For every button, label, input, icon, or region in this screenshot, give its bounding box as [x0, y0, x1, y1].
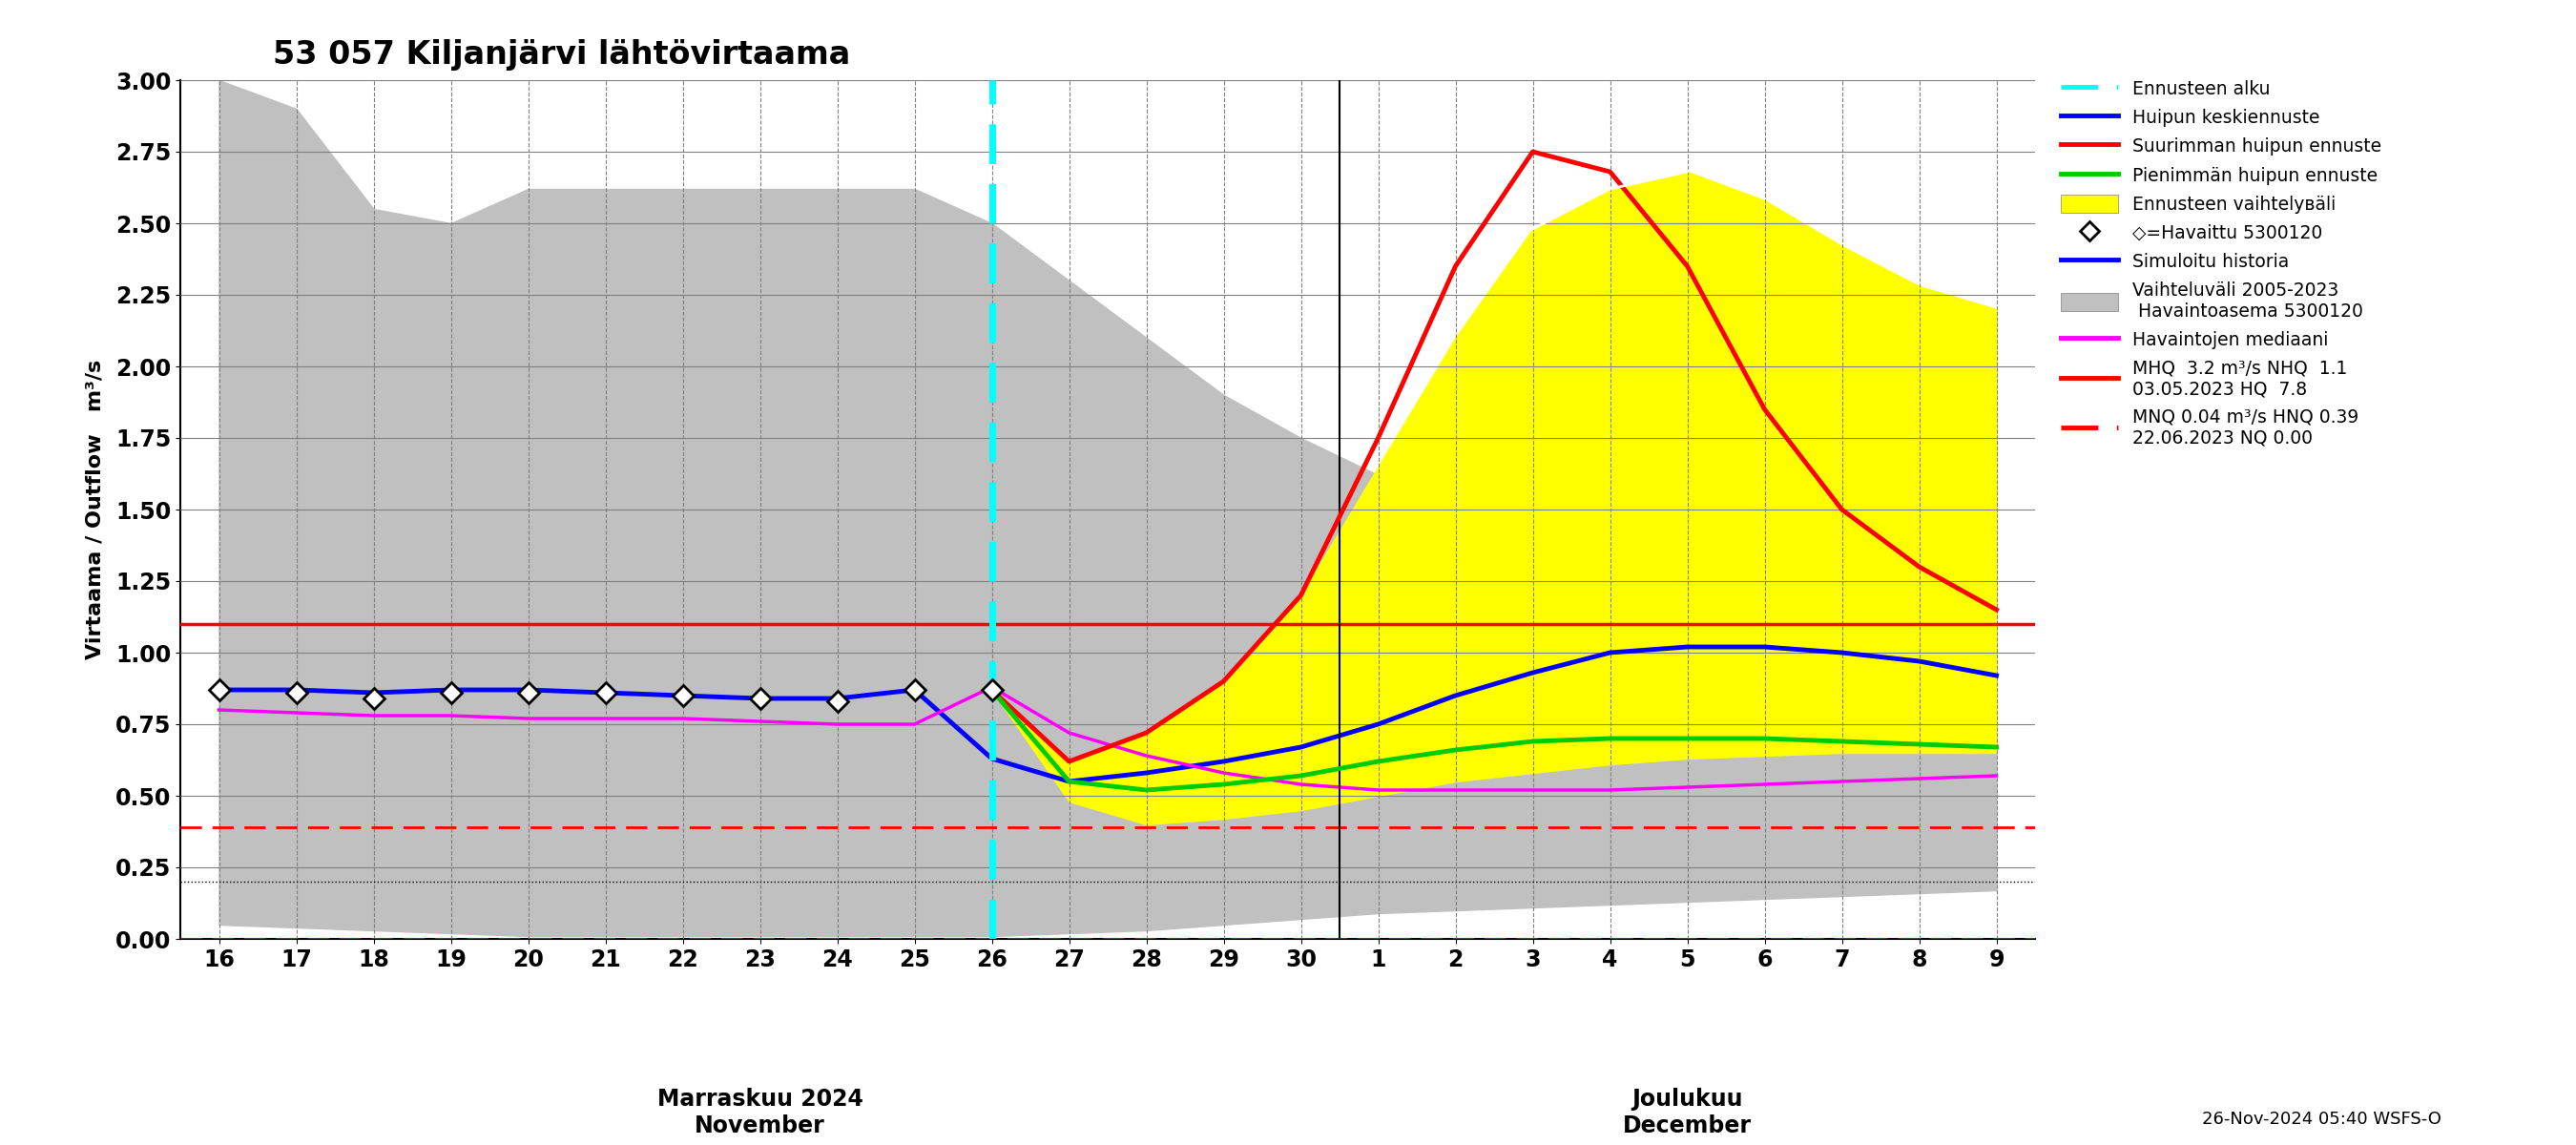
Legend: Ennusteen alku, Huipun keskiennuste, Suurimman huipun ennuste, Pienimmän huipun : Ennusteen alku, Huipun keskiennuste, Suu…: [2053, 72, 2388, 455]
Text: 26-Nov-2024 05:40 WSFS-O: 26-Nov-2024 05:40 WSFS-O: [2202, 1111, 2442, 1128]
Y-axis label: Virtaama / Outflow   m³/s: Virtaama / Outflow m³/s: [85, 360, 106, 660]
Text: Joulukuu
December: Joulukuu December: [1623, 1088, 1752, 1137]
Text: Marraskuu 2024
November: Marraskuu 2024 November: [657, 1088, 863, 1137]
Text: 53 057 Kiljanjärvi lähtövirtaama: 53 057 Kiljanjärvi lähtövirtaama: [273, 39, 850, 71]
